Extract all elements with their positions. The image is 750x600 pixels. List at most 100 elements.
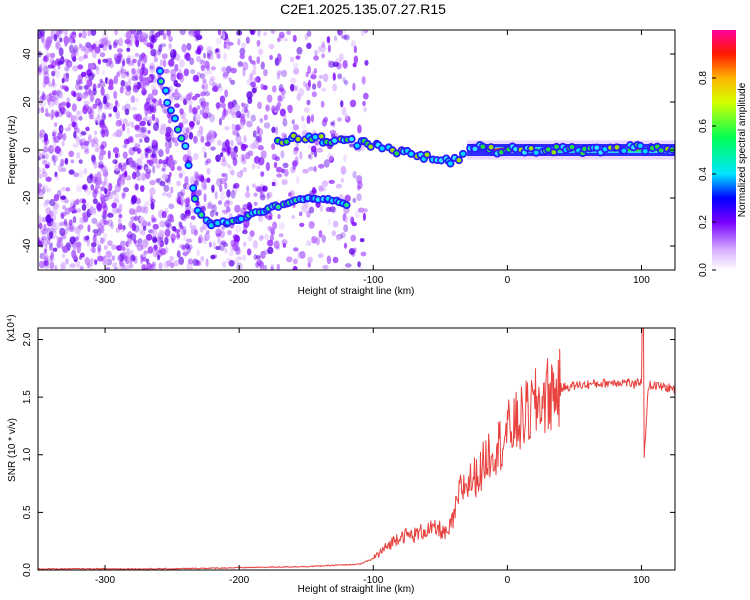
spectral-speckle [230, 239, 236, 247]
snr-xtick-label: 0 [505, 575, 511, 586]
spectral-speckle [234, 104, 241, 112]
spectral-speckle [318, 185, 324, 192]
spectral-speckle [321, 187, 326, 192]
spectral-speckle [113, 90, 118, 100]
spectral-speckle [119, 261, 126, 268]
main-band-blob-core [488, 145, 494, 150]
spectral-speckle [224, 126, 230, 131]
main-band-blob-core [480, 144, 486, 149]
spectral-speckle [93, 173, 98, 183]
spectral-speckle [125, 175, 132, 181]
spectral-speckle [141, 172, 146, 181]
spectral-speckle [40, 106, 45, 114]
spectral-speckle [327, 153, 334, 162]
spectral-speckle [55, 111, 59, 117]
spectral-speckle [250, 81, 257, 88]
spectral-speckle [202, 112, 209, 119]
spectral-speckle [84, 148, 90, 155]
spectral-speckle [317, 80, 322, 89]
spectral-speckle [90, 184, 95, 191]
spectral-speckle [344, 194, 351, 203]
spectral-speckle [83, 235, 88, 243]
spectral-speckle [97, 255, 104, 262]
spectral-speckle [273, 161, 278, 169]
spectral-speckle [116, 178, 121, 187]
spectral-speckle [100, 225, 105, 234]
spectral-speckle [97, 244, 102, 253]
spectral-speckle [168, 42, 172, 49]
spectral-speckle [176, 232, 181, 239]
spectral-speckle [170, 217, 175, 223]
main-band-blob-core [642, 149, 648, 154]
spectral-speckle [76, 92, 80, 101]
spectral-speckle [286, 256, 293, 263]
main-band-blob-core [448, 161, 453, 166]
spectral-speckle [90, 30, 95, 35]
spectral-speckle [211, 184, 215, 193]
spectral-speckle [292, 258, 299, 265]
snr-ytick-label: 1.0 [22, 447, 33, 461]
spectral-speckle [101, 31, 109, 40]
spectral-speckle [248, 55, 252, 62]
spectral-speckle [45, 153, 49, 160]
spectral-speckle [92, 88, 97, 96]
ridge-blob-core [172, 116, 178, 121]
spectral-speckle [51, 78, 55, 87]
spectral-speckle [321, 234, 327, 243]
spectral-speckle [255, 261, 260, 268]
spectral-speckle [316, 80, 322, 88]
spectral-speckle [307, 166, 315, 172]
spectral-speckle [188, 91, 193, 97]
spectral-speckle [174, 103, 180, 109]
spectral-speckle [360, 251, 367, 257]
spectral-speckle [79, 85, 83, 91]
spectral-speckle [311, 236, 317, 244]
spectral-speckle [121, 72, 127, 79]
spectral-speckle [141, 52, 146, 59]
spectral-speckle [112, 41, 118, 49]
spectral-speckle [124, 38, 131, 45]
main-band-blob-core [394, 151, 400, 156]
spectral-speckle [53, 194, 60, 202]
spectral-speckle [261, 234, 265, 240]
spectral-speckle [45, 207, 52, 215]
spectral-speckle [295, 142, 299, 148]
spectral-speckle [307, 79, 312, 88]
spectral-speckle [266, 192, 270, 200]
spectral-speckle [210, 254, 216, 260]
spectral-speckle [46, 112, 53, 117]
spectrogram-xlabel: Height of straight line (km) [298, 286, 415, 297]
spectral-speckle [306, 99, 311, 106]
spectral-speckle [274, 57, 279, 66]
spectral-speckle [136, 148, 142, 154]
spectral-speckle [134, 37, 139, 46]
spectral-speckle [50, 52, 56, 59]
spectral-speckle [242, 68, 246, 77]
spectral-speckle [276, 173, 283, 178]
snr-ytick-label: 0.5 [22, 505, 33, 519]
spectral-speckle [115, 119, 122, 127]
spectral-speckle [230, 67, 237, 74]
main-band-blob-core [408, 151, 414, 157]
spectral-speckle [321, 87, 327, 92]
spectral-speckle [101, 237, 106, 243]
spectral-speckle [93, 187, 99, 194]
spectral-speckle [38, 64, 43, 73]
spectral-speckle [215, 102, 222, 109]
spectral-speckle [164, 236, 169, 246]
spectral-speckle [78, 32, 82, 38]
main-band-blob-core [379, 146, 385, 151]
spectral-speckle [41, 216, 47, 223]
snr-axes: -300 -200 -100 0 100 0.0 0.5 1.0 1.5 2.0 [22, 328, 675, 586]
spectral-speckle [185, 93, 190, 103]
spectral-speckle [116, 206, 122, 215]
spectral-speckle [101, 166, 108, 174]
spectral-speckle [44, 164, 50, 169]
spectral-speckle [307, 153, 312, 158]
spectral-speckle [299, 250, 306, 259]
spectral-speckle [244, 107, 248, 114]
spectral-speckle [78, 255, 82, 260]
spectral-speckle [287, 104, 293, 114]
spectral-speckle [60, 195, 67, 200]
spectral-speckle [337, 73, 343, 80]
